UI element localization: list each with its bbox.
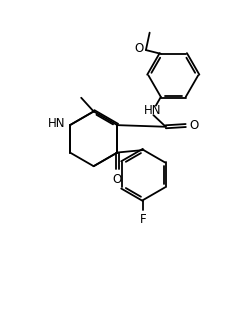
Text: O: O	[135, 42, 144, 55]
Text: methoxy: methoxy	[146, 29, 153, 30]
Text: F: F	[140, 214, 147, 227]
Text: O: O	[113, 173, 122, 186]
Text: HN: HN	[47, 117, 65, 131]
Text: O: O	[190, 119, 199, 132]
Text: HN: HN	[143, 104, 161, 117]
